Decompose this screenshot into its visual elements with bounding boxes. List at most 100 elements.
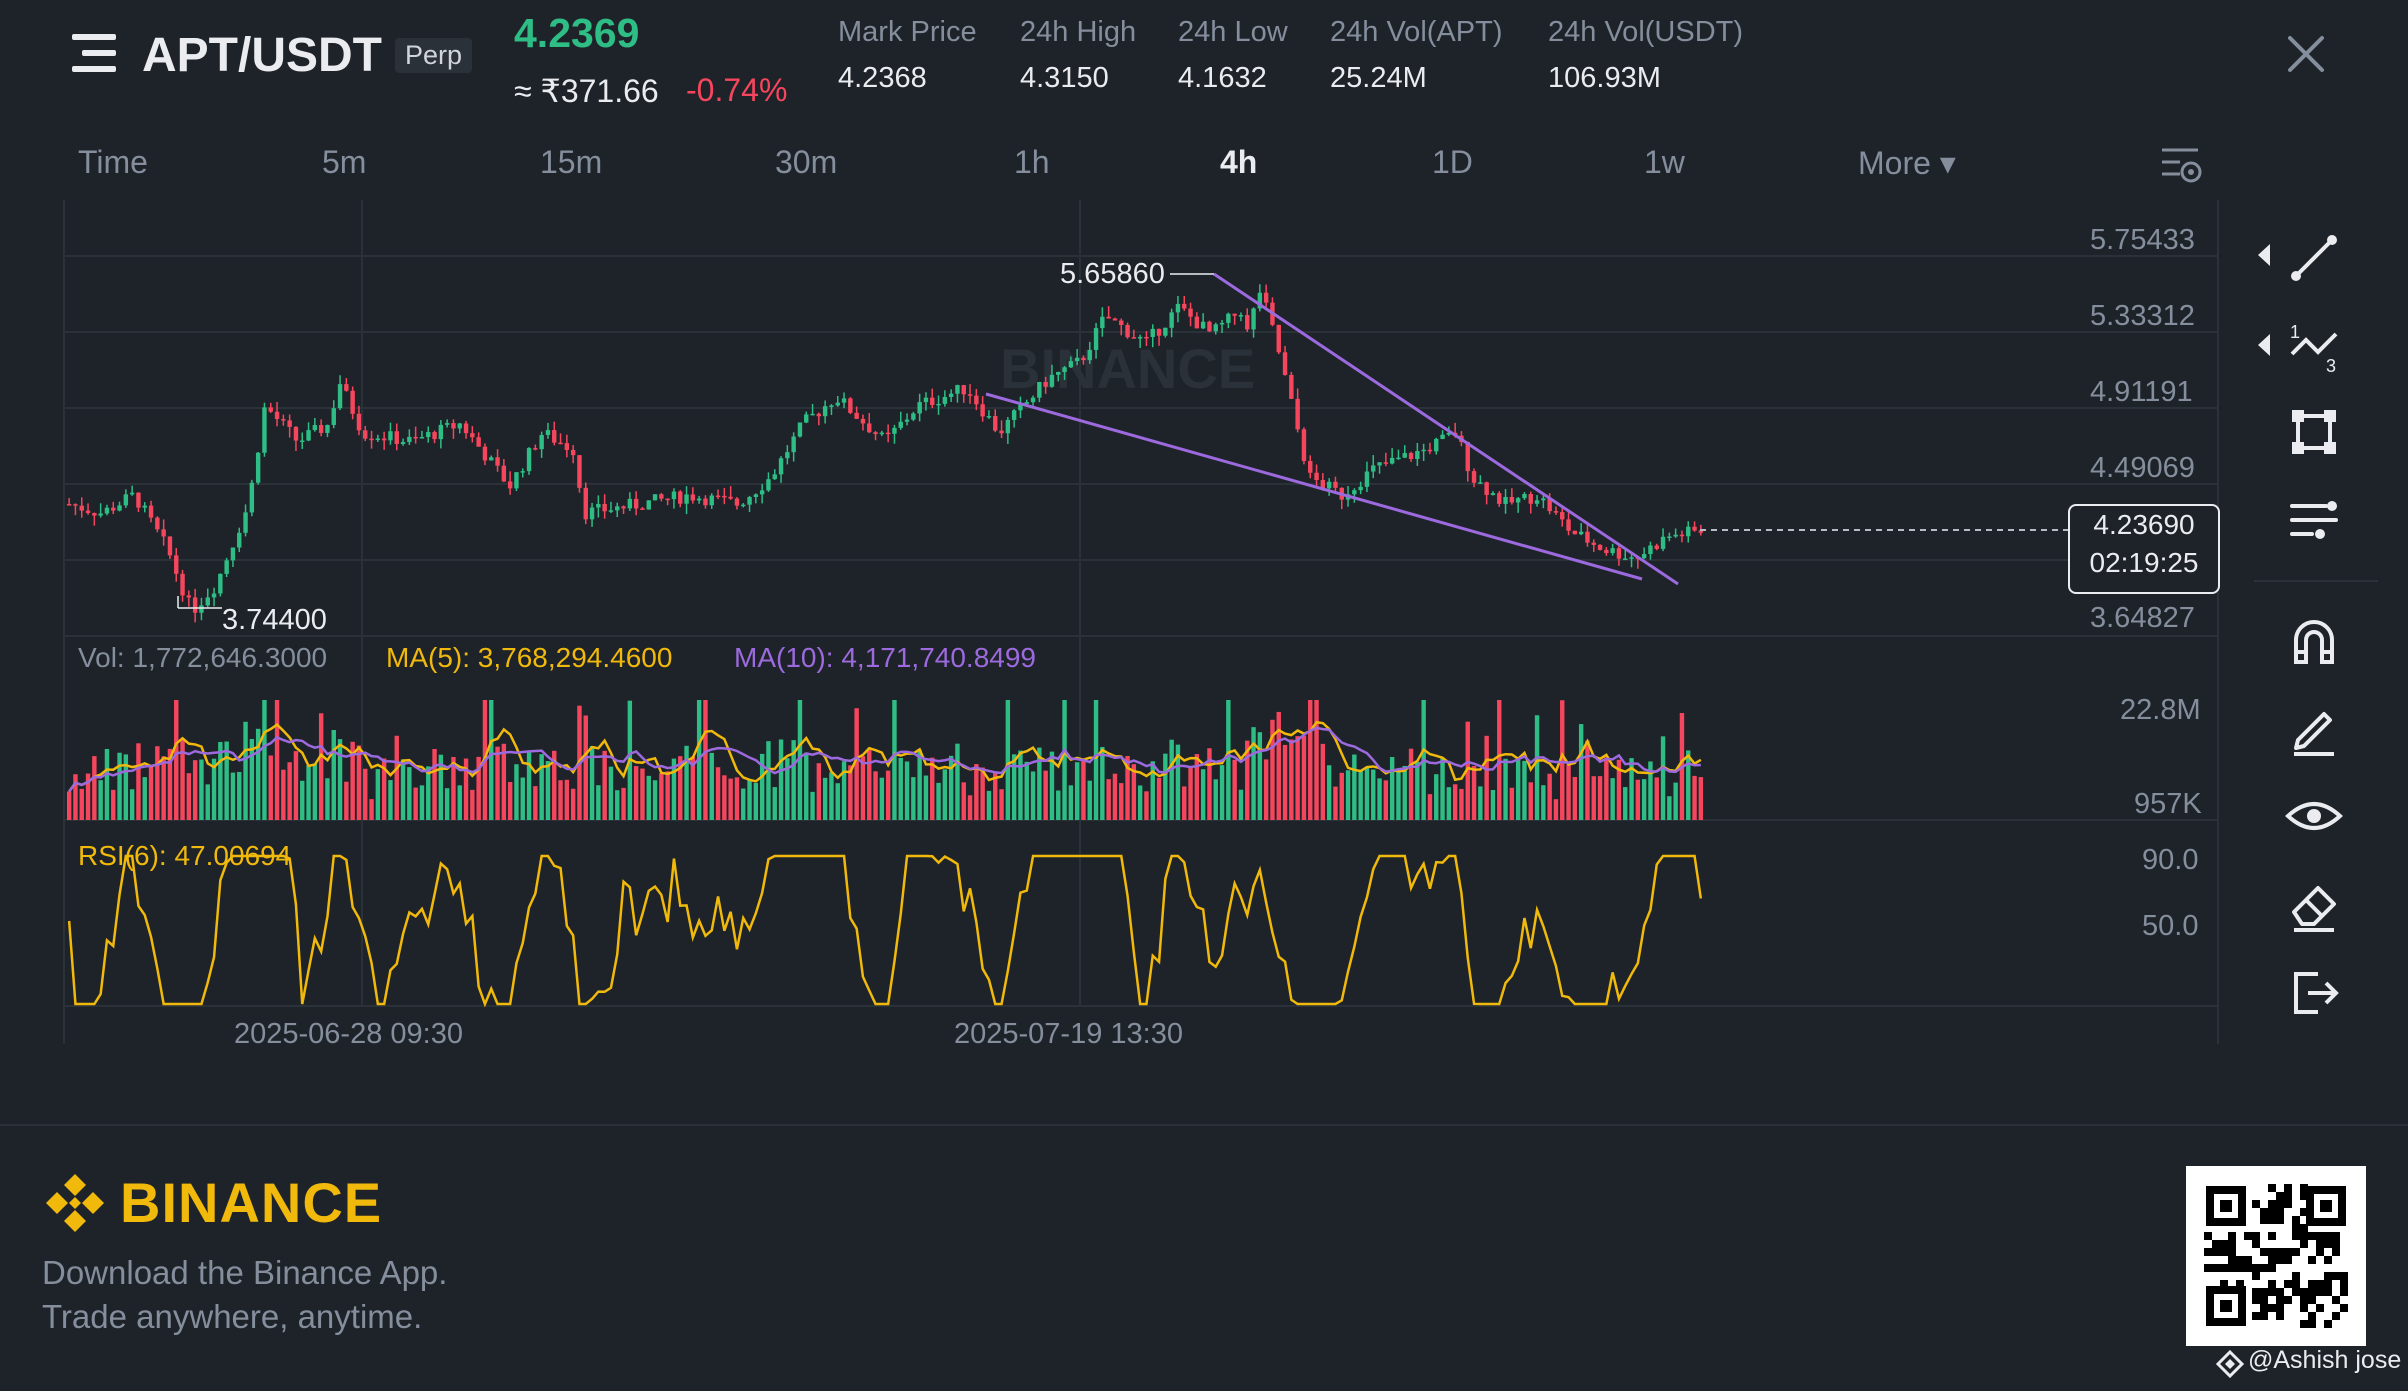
candle[interactable] [1509,496,1515,503]
candle[interactable] [180,573,185,596]
candle[interactable] [589,507,595,520]
candle[interactable] [167,536,173,556]
close-icon[interactable] [2282,30,2330,78]
candle[interactable] [507,481,513,489]
candle[interactable] [1226,313,1231,323]
candle[interactable] [92,513,97,516]
candle[interactable] [489,457,494,461]
tab-1w[interactable]: 1w [1644,144,1685,180]
candle[interactable] [1383,462,1389,464]
candle[interactable] [174,555,179,574]
candle[interactable] [1011,410,1017,420]
candle[interactable] [665,498,670,501]
candle[interactable] [344,384,349,391]
candle[interactable] [1137,336,1143,339]
candle[interactable] [1169,312,1174,328]
candle[interactable] [810,413,815,416]
candle[interactable] [1585,531,1590,543]
candle[interactable] [356,413,362,431]
candle[interactable] [621,506,626,509]
candle[interactable] [1566,519,1571,531]
candle[interactable] [533,448,538,450]
candle[interactable] [1572,530,1578,535]
candle[interactable] [1415,451,1420,459]
candle[interactable] [1377,462,1382,466]
candle[interactable] [73,504,78,506]
chart-settings-icon[interactable] [2160,146,2204,186]
candle[interactable] [923,397,929,403]
candle[interactable] [444,423,450,425]
candle[interactable] [816,413,822,417]
candle[interactable] [867,423,872,433]
candle[interactable] [148,505,154,518]
candle[interactable] [747,497,752,505]
candle[interactable] [722,495,727,498]
menu-icon[interactable] [72,34,120,74]
candle[interactable] [1408,453,1414,459]
candle[interactable] [570,449,576,456]
candle[interactable] [1358,486,1363,491]
candle[interactable] [678,491,683,504]
candle[interactable] [1062,367,1067,373]
candle[interactable] [1125,324,1130,338]
candle[interactable] [986,416,992,418]
candle[interactable] [936,403,941,406]
candle[interactable] [224,560,229,574]
candle[interactable] [300,440,305,443]
candle[interactable] [155,517,160,530]
exit-icon[interactable] [2282,960,2346,1024]
candle[interactable] [85,510,91,514]
candle[interactable] [1144,336,1149,339]
candle[interactable] [652,494,658,501]
candle[interactable] [1560,512,1565,520]
candle[interactable] [1005,419,1011,434]
candle[interactable] [1534,500,1540,504]
candle[interactable] [514,472,519,489]
candle[interactable] [1245,315,1250,330]
candle[interactable] [318,425,324,433]
candle[interactable] [255,452,261,483]
candle[interactable] [104,507,110,514]
candle[interactable] [111,507,116,511]
candle[interactable] [904,419,910,422]
candle[interactable] [1660,536,1666,549]
candle[interactable] [142,505,147,508]
candle[interactable] [1301,429,1307,461]
candle[interactable] [161,529,166,537]
candle[interactable] [457,423,462,429]
candle[interactable] [268,407,273,412]
candle[interactable] [892,427,897,434]
candle[interactable] [558,442,563,445]
candle[interactable] [1087,349,1092,361]
candle[interactable] [564,443,570,450]
candle[interactable] [1522,493,1527,499]
candle[interactable] [1049,374,1055,387]
candle[interactable] [608,510,614,512]
candle[interactable] [703,498,708,506]
candle[interactable] [961,385,966,395]
chart-area[interactable]: BINANCE [0,196,2240,1076]
candle[interactable] [1112,318,1118,321]
eye-icon[interactable] [2282,784,2346,848]
candle[interactable] [766,479,771,491]
candle[interactable] [602,503,607,512]
candle[interactable] [1597,544,1603,550]
candle[interactable] [375,438,381,440]
candle[interactable] [728,496,733,499]
candle[interactable] [1440,434,1445,439]
candle[interactable] [1150,328,1155,337]
candle[interactable] [1673,534,1678,537]
candle[interactable] [804,414,809,423]
candle[interactable] [1497,493,1502,504]
candle[interactable] [1333,481,1338,488]
candle[interactable] [772,474,777,480]
candle[interactable] [426,432,431,438]
candle[interactable] [1515,498,1521,503]
candle[interactable] [337,384,343,409]
pair-title[interactable]: APT/USDT [142,29,382,82]
candle[interactable] [98,513,103,516]
candle[interactable] [596,503,601,508]
rectangle-icon[interactable] [2282,400,2346,464]
candle[interactable] [123,494,129,506]
candle[interactable] [1698,530,1704,533]
